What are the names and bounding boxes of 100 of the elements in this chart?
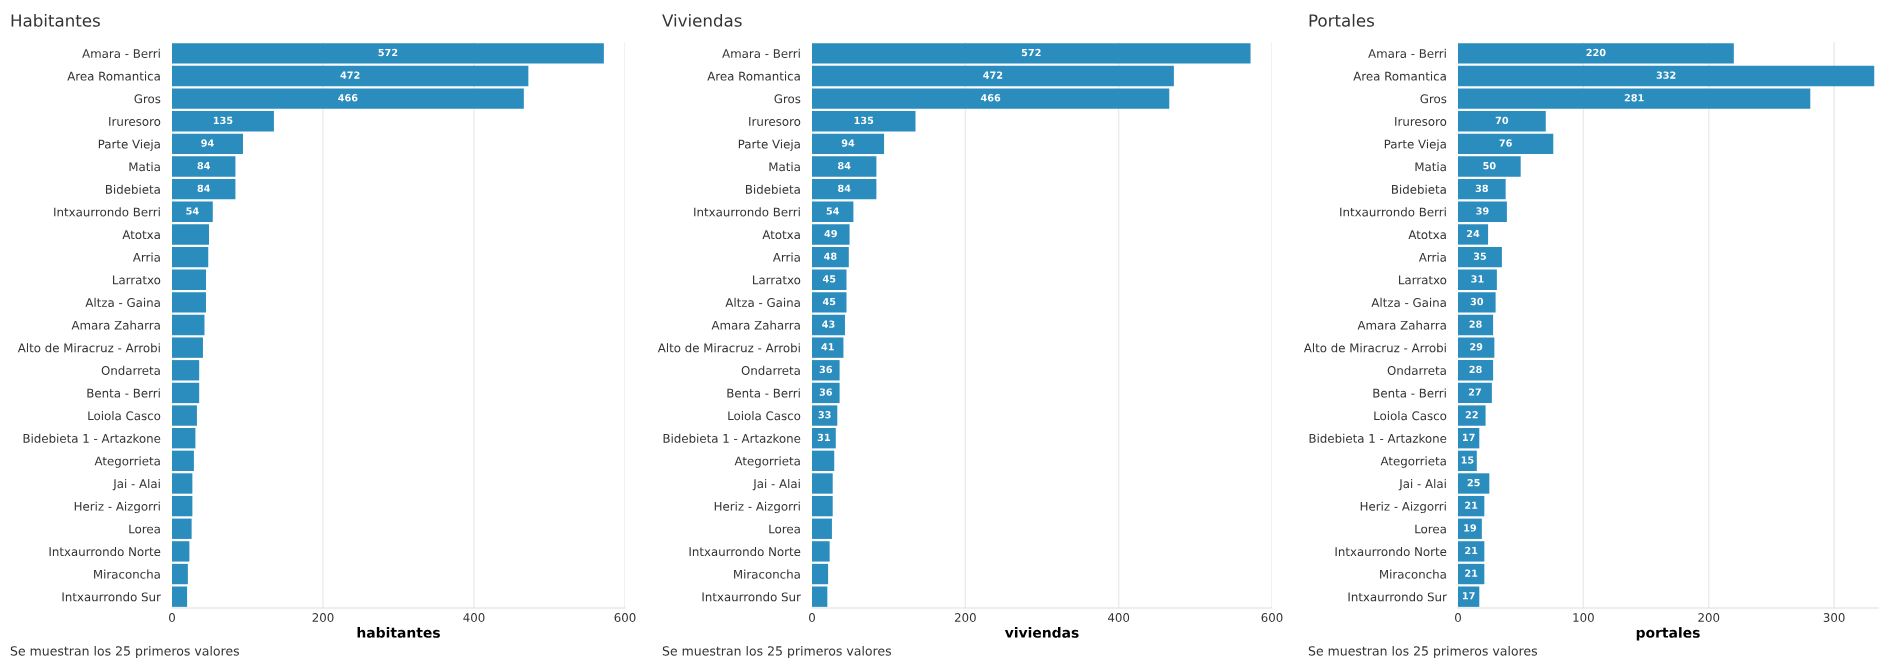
y-tick-label: Amara Zaharra	[71, 320, 160, 330]
data-label: 281	[1624, 94, 1644, 102]
bar	[172, 495, 193, 517]
bar	[812, 495, 833, 517]
y-tick-label: Larratxo	[113, 275, 161, 285]
y-tick-label: Arria	[772, 252, 800, 262]
data-label: 135	[213, 116, 233, 125]
y-tick-label: Bidebieta	[106, 184, 160, 194]
x-tick-label: 200	[1698, 613, 1720, 622]
bar	[812, 65, 1174, 87]
data-label: 24	[1467, 229, 1480, 238]
y-tick-label: Miraconcha	[94, 569, 160, 579]
y-tick-label: Iruresoro	[1395, 117, 1447, 126]
bar	[1458, 541, 1485, 562]
y-tick-label: Loiola Casco	[88, 411, 161, 421]
data-label: 21	[1465, 501, 1478, 509]
bar	[812, 314, 845, 336]
bar	[172, 156, 236, 177]
data-label: 27	[1468, 388, 1481, 396]
bar	[1458, 586, 1480, 607]
bar	[812, 292, 847, 313]
x-tick-label: 100	[1573, 613, 1594, 622]
bar	[1458, 382, 1492, 404]
bar	[172, 541, 190, 562]
data-label: 466	[338, 94, 358, 102]
bar	[812, 88, 1170, 109]
data-label: 28	[1469, 320, 1482, 328]
bar	[1458, 224, 1489, 245]
bar	[1458, 65, 1875, 87]
bar	[812, 405, 838, 426]
y-tick-label: Loiola Casco	[1374, 411, 1447, 421]
chart-title: Viviendas	[662, 13, 742, 27]
data-label: 17	[1462, 592, 1475, 600]
text: Se muestran los 25 primeros valores	[1308, 645, 1538, 659]
data-label: 41	[821, 343, 834, 351]
y-tick-label: Parte Vieja	[1384, 139, 1446, 151]
bar	[812, 178, 877, 200]
bar	[172, 201, 213, 222]
data-label: 472	[983, 71, 1003, 79]
y-tick-label: Intxaurrondo Sur	[702, 592, 801, 602]
y-tick-label: Parte Vieja	[738, 139, 800, 151]
bar	[1458, 337, 1495, 358]
x-tick-label: 0	[1455, 613, 1461, 622]
x-axis-title: habitantes	[357, 627, 440, 638]
y-tick-label: Iruresoro	[109, 117, 161, 126]
data-label: 30	[1470, 297, 1484, 306]
data-label: 25	[1467, 478, 1480, 487]
y-tick-label: Jai - Alai	[752, 478, 800, 491]
bar	[812, 269, 847, 290]
x-tick-label: 200	[954, 613, 976, 622]
y-tick-label: Benta - Berri	[1373, 388, 1446, 398]
y-tick-label: Ategorrieta	[1380, 456, 1446, 468]
bar	[812, 473, 833, 494]
y-tick-label: Gros	[774, 94, 801, 104]
bar	[1458, 473, 1490, 494]
data-label: 70	[1495, 116, 1509, 125]
y-tick-label: Ondarreta	[101, 365, 160, 375]
y-tick-label: Area Romantica	[1353, 71, 1446, 81]
bar	[1458, 518, 1482, 539]
x-tick-label: 400	[1107, 613, 1130, 622]
data-label: 50	[1483, 161, 1496, 170]
bar	[172, 133, 243, 155]
y-tick-label: Gros	[134, 94, 161, 104]
bar	[172, 269, 206, 290]
bar	[812, 450, 835, 472]
data-label: 472	[340, 71, 360, 79]
x-tick-label: 400	[463, 613, 485, 622]
y-tick-label: Atotxa	[1408, 230, 1446, 240]
data-label: 38	[1475, 184, 1488, 192]
data-label: 33	[818, 411, 831, 419]
data-label: 54	[186, 207, 199, 215]
x-tick-label: 300	[1823, 613, 1845, 622]
y-tick-label: Altza - Gaina	[725, 297, 800, 308]
y-tick-label: Alto de Miracruz - Arrobi	[1303, 343, 1446, 353]
y-tick-label: Intxaurrondo Norte	[1335, 546, 1447, 557]
bar	[1458, 133, 1554, 155]
bar	[172, 178, 236, 200]
text: Se muestran los 25 primeros valores	[662, 645, 892, 659]
bar	[1458, 43, 1734, 64]
bar	[812, 156, 877, 177]
y-tick-label: Matia	[769, 162, 800, 172]
data-label: 332	[1656, 71, 1676, 79]
data-label: 48	[824, 252, 837, 260]
y-tick-label: Lorea	[129, 524, 160, 534]
bar	[1458, 428, 1480, 449]
y-tick-label: Amara - Berri	[82, 48, 160, 58]
y-tick-label: Jai - Alai	[1398, 478, 1446, 491]
data-label: 94	[201, 139, 214, 147]
bar	[812, 43, 1251, 64]
data-label: 28	[1469, 365, 1482, 374]
data-label: 84	[838, 161, 851, 170]
x-tick-label: 600	[614, 613, 636, 622]
bar	[1458, 269, 1497, 290]
text: Se muestran los 25 primeros valores	[10, 645, 240, 659]
data-label: 15	[1461, 456, 1474, 464]
bar	[172, 65, 529, 87]
bar	[172, 246, 209, 268]
y-tick-label: Atotxa	[122, 230, 160, 240]
bar	[172, 428, 196, 449]
data-label: 45	[822, 275, 836, 283]
